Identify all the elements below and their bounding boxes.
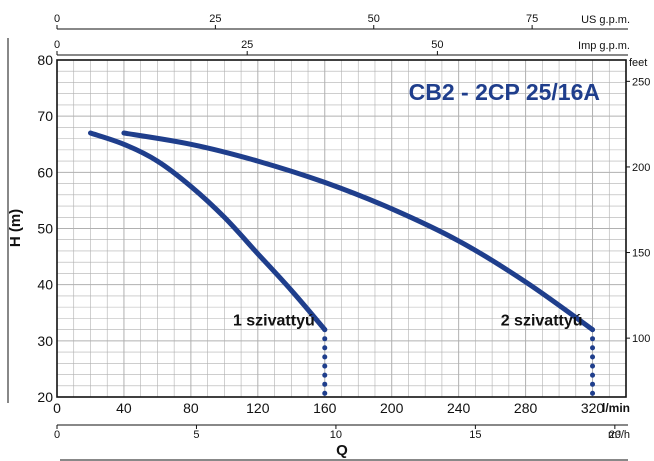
x-tick-label: 0 xyxy=(53,400,61,416)
x-tick-label: 280 xyxy=(514,400,538,416)
axes xyxy=(7,25,630,461)
pump-curve-2 xyxy=(121,130,595,333)
m3h-tick-label: 0 xyxy=(54,429,60,441)
series: 1 szivattyú 2 szivattyú xyxy=(88,130,596,398)
chart-title: CB2 - 2CP 25/16A xyxy=(409,79,600,105)
imp-gpm-tick-label: 0 xyxy=(54,39,60,51)
us-gpm-tick-label: 0 xyxy=(54,13,60,25)
m3h-tick-label: 15 xyxy=(469,429,481,441)
series-label-1: 1 szivattyú xyxy=(233,313,315,330)
plot-frame xyxy=(56,59,627,398)
feet-unit-label: feet xyxy=(629,57,647,69)
us-gpm-unit-label: US g.p.m. xyxy=(581,14,630,26)
imp-gpm-tick-label: 25 xyxy=(241,39,253,51)
feet-tick-label: 250 xyxy=(632,76,650,88)
x-unit-label: l/min xyxy=(602,401,630,415)
x-tick-label: 120 xyxy=(246,400,270,416)
y-tick-label: 50 xyxy=(37,221,53,237)
y-tick-label: 70 xyxy=(37,108,53,124)
x-tick-label: 80 xyxy=(183,400,199,416)
m3h-tick-label: 10 xyxy=(330,429,342,441)
x-axis-title: Q xyxy=(336,442,348,459)
feet-tick-label: 150 xyxy=(632,248,650,260)
us-gpm-tick-label: 50 xyxy=(368,13,380,25)
series-label-2: 2 szivattyú xyxy=(501,313,583,330)
y-tick-label: 20 xyxy=(37,389,53,405)
x-tick-label: 40 xyxy=(116,400,132,416)
feet-tick-label: 200 xyxy=(632,162,650,174)
us-gpm-tick-label: 25 xyxy=(209,13,221,25)
imp-gpm-unit-label: Imp g.p.m. xyxy=(578,40,630,52)
x-tick-label: 240 xyxy=(447,400,471,416)
m3h-tick-label: 5 xyxy=(193,429,199,441)
x-tick-label: 320 xyxy=(581,400,605,416)
y-tick-label: 30 xyxy=(37,333,53,349)
y-tick-label: 60 xyxy=(37,164,53,180)
y-axis-title: H (m) xyxy=(7,209,24,247)
m3h-unit-label: m³/h xyxy=(608,429,630,441)
y-tick-label: 40 xyxy=(37,277,53,293)
imp-gpm-tick-label: 50 xyxy=(431,39,443,51)
feet-tick-label: 100 xyxy=(632,333,650,345)
y-tick-label: 80 xyxy=(37,52,53,68)
grid xyxy=(56,59,627,398)
us-gpm-tick-label: 75 xyxy=(526,13,538,25)
m3h-tick-label: 20 xyxy=(609,429,621,441)
x-tick-label: 160 xyxy=(313,400,337,416)
x-tick-label: 200 xyxy=(380,400,404,416)
pump-curve-1 xyxy=(88,130,328,333)
